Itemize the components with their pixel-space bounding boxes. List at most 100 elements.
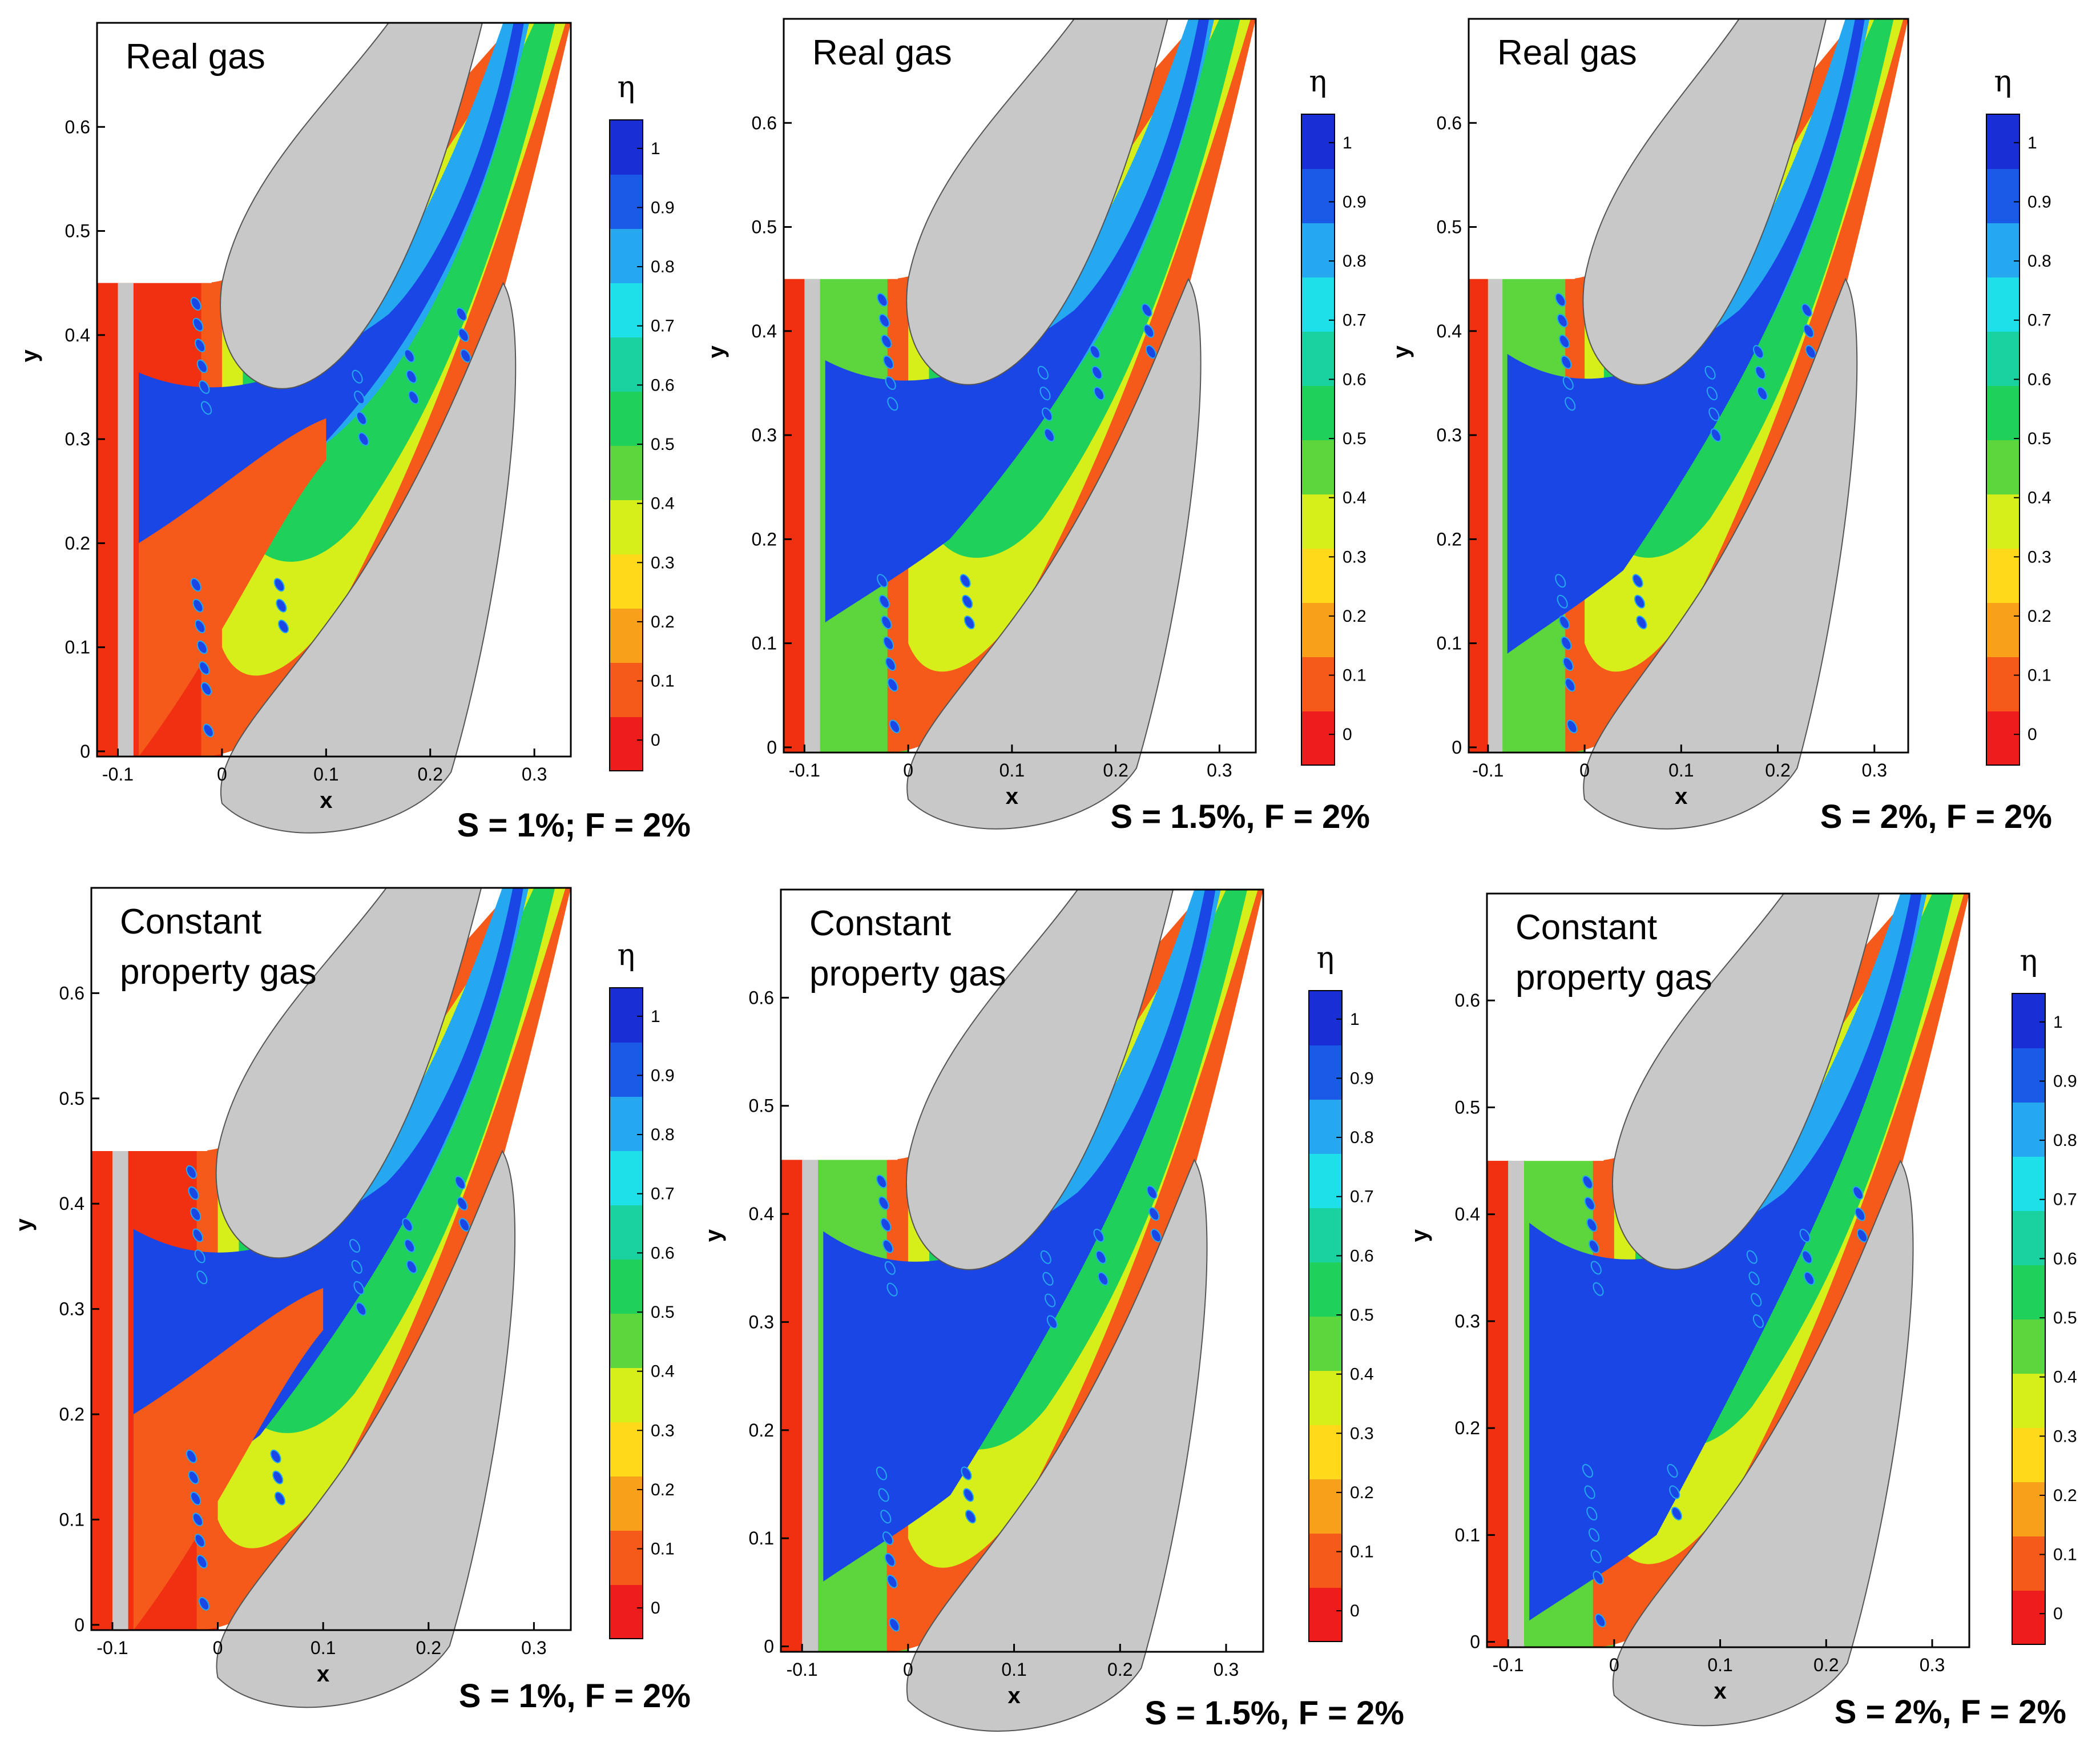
- panel-caption: S = 1%, F = 2%: [459, 1677, 691, 1715]
- colorbar-segment: [610, 1259, 643, 1314]
- cooling-hole: [1755, 365, 1766, 380]
- cooling-hole: [1559, 335, 1570, 349]
- colorbar-segment: [610, 500, 643, 554]
- cooling-hole: [878, 1488, 889, 1502]
- cooling-hole: [199, 380, 210, 394]
- lower-blade: [1583, 277, 1858, 830]
- wall-insert: [1488, 279, 1503, 753]
- cooling-hole: [458, 328, 469, 342]
- cooling-hole: [196, 1555, 208, 1569]
- core-region: [1507, 19, 1865, 654]
- upper-blade: [1582, 18, 1827, 385]
- colorbar-segment: [1986, 440, 2020, 494]
- axes-frame: [783, 18, 1257, 754]
- colorbar-segment: [1301, 277, 1335, 332]
- lower-blade: [906, 1158, 1208, 1732]
- colorbar-tick-label: 1: [1350, 1010, 1360, 1029]
- empty-region: [97, 23, 389, 283]
- cooling-hole: [404, 1238, 416, 1253]
- cooling-hole: [1708, 407, 1720, 421]
- cooling-hole: [1146, 1185, 1158, 1200]
- colorbar-tick-label: 0.6: [2028, 370, 2051, 389]
- colorbar-segment: [1309, 1479, 1342, 1534]
- colorbar-tick-label: 0.8: [651, 258, 675, 276]
- panel-title: property gas: [120, 952, 317, 992]
- cooling-hole: [1145, 345, 1156, 359]
- empty-region: [1469, 19, 1739, 279]
- upper-blade: [905, 889, 1174, 1270]
- cooling-hole: [199, 1596, 210, 1611]
- cooling-hole: [1590, 1261, 1602, 1275]
- panel-caption: S = 2%, F = 2%: [1820, 798, 2052, 835]
- cooling-hole: [880, 1510, 892, 1524]
- cooling-hole: [962, 594, 973, 609]
- hot-streak: [133, 1288, 324, 1630]
- colorbar-segment: [610, 1367, 643, 1422]
- panel-6: Constant property gas -0.1 0 0.1 0.2 0.3 0 0.1 0.…: [1407, 892, 2077, 1731]
- x-axis-label: x: [317, 1662, 329, 1687]
- cooling-hole: [1561, 636, 1572, 650]
- cooling-hole: [201, 401, 212, 415]
- x-tick-label: 0.2: [417, 764, 442, 785]
- colorbar-segment: [1986, 277, 2020, 332]
- y-tick-label: 0.6: [1437, 112, 1462, 133]
- cooling-hole: [190, 578, 201, 592]
- cooling-hole: [1555, 574, 1566, 588]
- colorbar-frame: [609, 987, 643, 1639]
- colorbar-tick-label: 0.4: [651, 1362, 675, 1381]
- colorbar-tick-label: 0.9: [1343, 192, 1367, 211]
- y-tick-label: 0: [80, 741, 90, 762]
- colorbar-tick-label: 0.7: [2028, 311, 2051, 330]
- colorbar-tick-label: 0.3: [651, 553, 675, 572]
- colorbar-tick-label: 0.9: [1350, 1069, 1374, 1088]
- cooling-hole: [883, 636, 894, 650]
- contour-field: [1469, 19, 1908, 753]
- cooling-hole: [1803, 324, 1815, 338]
- axes-frame: [90, 887, 572, 1631]
- upper-blade: [220, 22, 483, 389]
- colorbar-tick-label: 0: [1350, 1602, 1360, 1620]
- panel-title: property gas: [1515, 958, 1712, 997]
- y-tick-label: 0.4: [65, 325, 90, 345]
- x-tick-label: 0.2: [1813, 1655, 1839, 1675]
- cooling-hole: [876, 1174, 887, 1189]
- colorbar-segment: [610, 988, 643, 1043]
- axes-frame: [780, 888, 1264, 1653]
- colorbar-segment: [610, 1150, 643, 1205]
- colorbar-segment: [610, 717, 643, 771]
- colorbar-tick-label: 0.6: [1350, 1246, 1374, 1265]
- cooling-hole: [878, 594, 890, 609]
- panel-caption: S = 2%, F = 2%: [1835, 1693, 2066, 1731]
- contour-field: [1487, 894, 1969, 1647]
- colorbar-tick-label: 0.7: [651, 317, 675, 336]
- y-axis-label: y: [11, 1218, 37, 1231]
- cooling-hole: [961, 1466, 972, 1481]
- y-tick-label: 0.1: [1437, 633, 1462, 654]
- x-tick-label: -0.1: [789, 760, 820, 781]
- colorbar-frame: [1301, 114, 1335, 766]
- colorbar-title: η: [617, 70, 635, 104]
- colorbar-segment: [610, 337, 643, 392]
- cooling-hole: [1557, 594, 1568, 609]
- colorbar-frame: [1308, 990, 1343, 1642]
- cooling-hole: [402, 1218, 413, 1232]
- colorbar-segment: [1986, 494, 2020, 549]
- cooling-hole: [1589, 1528, 1600, 1542]
- empty-region: [781, 890, 1078, 1160]
- x-axis-label: x: [1714, 1679, 1726, 1704]
- colorbar-segment: [610, 283, 643, 337]
- colorbar-tick-label: 0.6: [2053, 1249, 2077, 1268]
- y-tick-label: 0.2: [1437, 529, 1462, 549]
- empty-region: [1487, 894, 1784, 1161]
- core-region: [825, 19, 1210, 623]
- inlet-strip: [784, 279, 805, 753]
- x-axis-label: x: [320, 788, 332, 813]
- x-tick-label: 0.2: [1103, 760, 1128, 781]
- colorbar-segment: [1986, 223, 2020, 277]
- colorbar-segment: [610, 1584, 643, 1639]
- colorbar-tick-label: 0.4: [1350, 1365, 1374, 1384]
- panel-title: Real gas: [126, 37, 265, 77]
- y-tick-label: 0.1: [749, 1528, 774, 1548]
- x-tick-label: 0.3: [522, 764, 547, 785]
- cooling-hole: [196, 1270, 208, 1285]
